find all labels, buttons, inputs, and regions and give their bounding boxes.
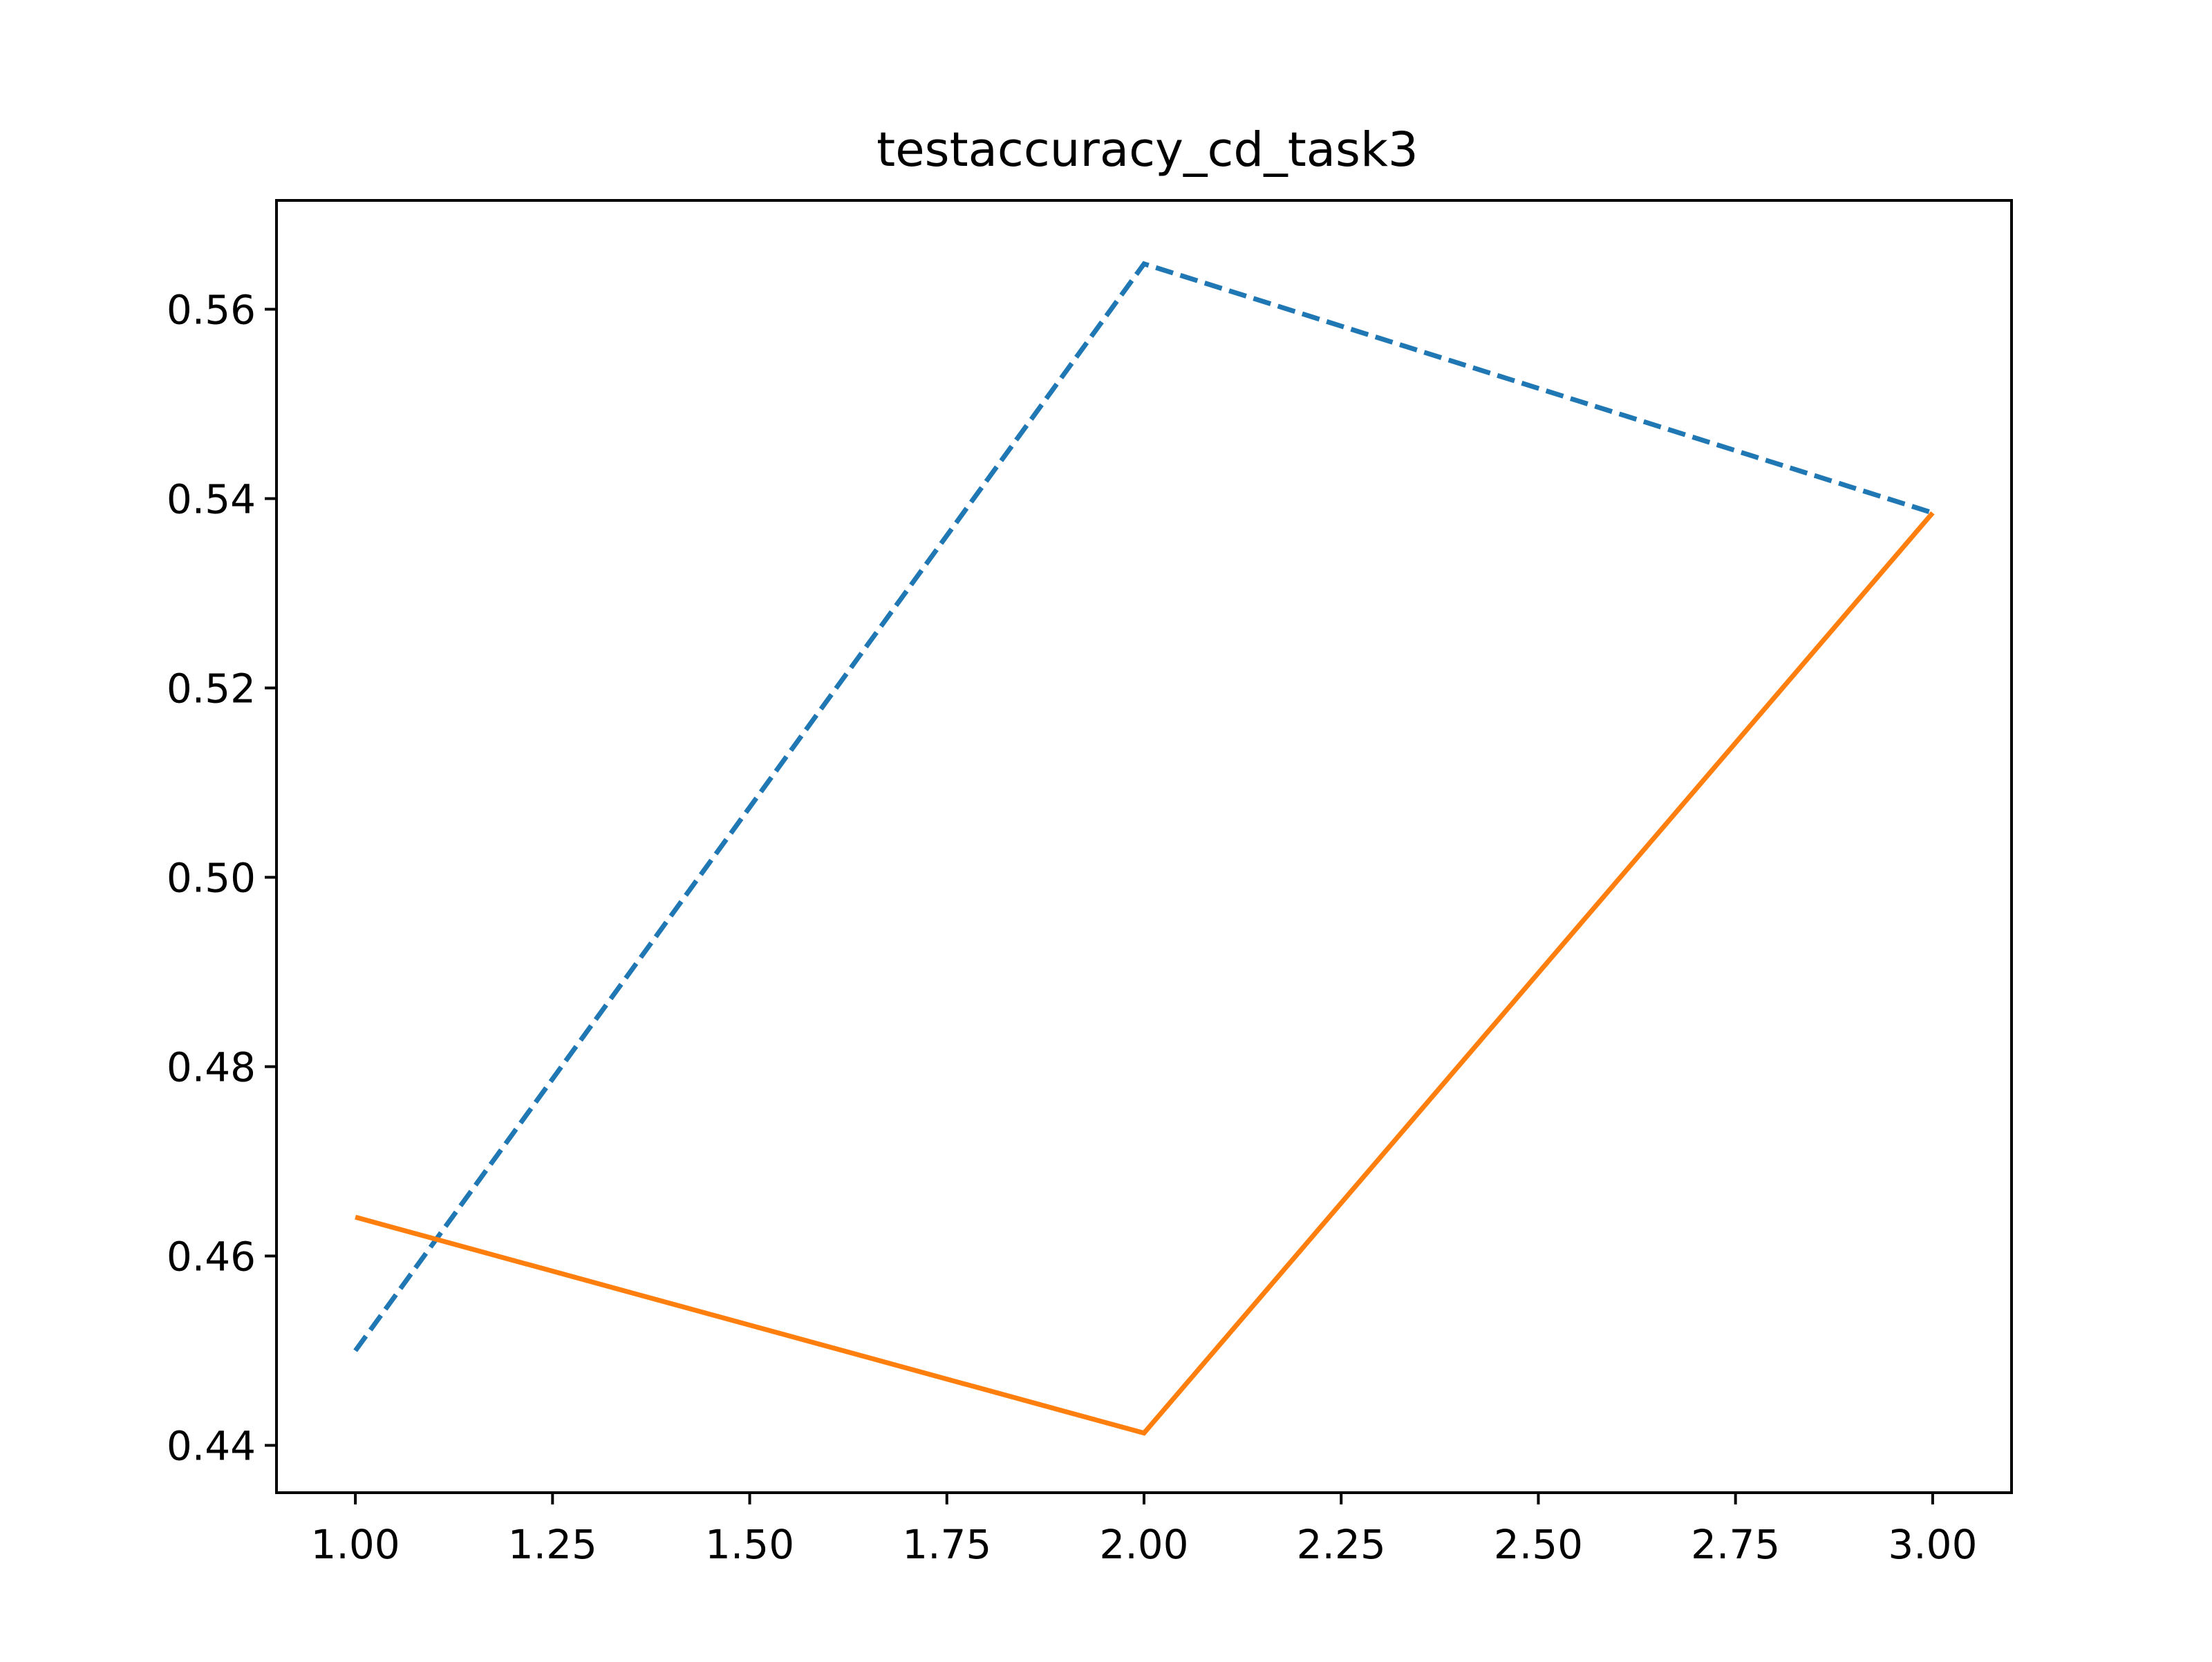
y-tick-label: 0.54 xyxy=(167,476,256,523)
x-tick-label: 2.25 xyxy=(1297,1521,1386,1568)
x-tick-label: 2.50 xyxy=(1494,1521,1583,1568)
chart-title: testaccuracy_cd_task3 xyxy=(877,122,1418,178)
y-tick-label: 0.56 xyxy=(167,287,256,334)
x-tick-label: 2.75 xyxy=(1691,1521,1780,1568)
x-tick-label: 2.00 xyxy=(1099,1521,1188,1568)
y-tick-label: 0.50 xyxy=(167,855,256,902)
series-line-1 xyxy=(353,261,1933,1352)
x-axis: 1.00 1.25 1.50 1.75 2.00 2.25 2.50 2.75 3.00 xyxy=(311,1493,1977,1568)
series-layer xyxy=(353,261,1935,1436)
y-tick-label: 0.48 xyxy=(167,1044,256,1091)
y-axis: 0.44 0.46 0.48 0.50 0.52 0.54 0.56 xyxy=(167,287,276,1470)
series-line-2 xyxy=(355,511,1935,1436)
x-tick-label: 1.50 xyxy=(705,1521,794,1568)
x-tick-label: 1.25 xyxy=(508,1521,597,1568)
x-tick-label: 1.00 xyxy=(311,1521,400,1568)
x-tick-label: 1.75 xyxy=(902,1521,991,1568)
y-tick-label: 0.44 xyxy=(167,1423,256,1470)
x-tick-label: 3.00 xyxy=(1888,1521,1977,1568)
y-tick-label: 0.52 xyxy=(167,665,256,712)
y-tick-label: 0.46 xyxy=(167,1234,256,1281)
